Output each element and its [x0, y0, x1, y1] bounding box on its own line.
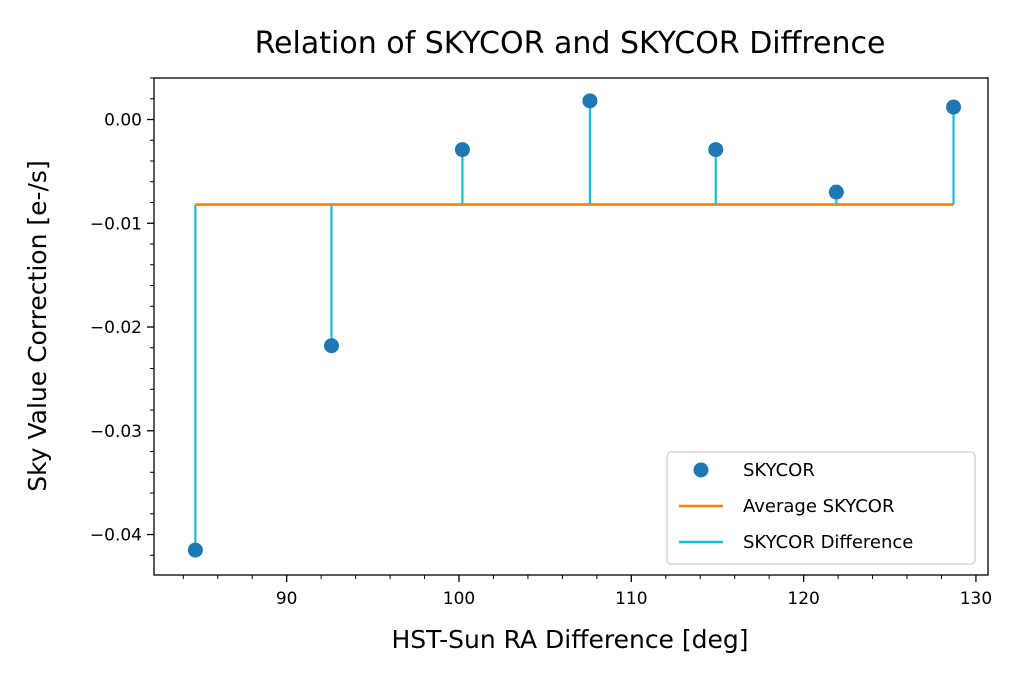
axes: 90 100 110 120 130 0.00 −0.01 −0.02 −0.03 −0.04 [90, 77, 992, 609]
x-tick-label: 90 [276, 589, 298, 609]
y-tick-label: −0.01 [90, 214, 142, 234]
skycor-point [828, 184, 844, 200]
x-axis-label: HST-Sun RA Difference [deg] [391, 625, 748, 654]
legend-box [666, 451, 976, 565]
plot-area [187, 93, 962, 558]
x-tick-label: 120 [787, 589, 819, 609]
skycor-point [187, 542, 203, 558]
y-tick-label: −0.03 [90, 422, 142, 442]
legend: SKYCOR Average SKYCOR SKYCOR Difference [666, 451, 976, 565]
legend-item-skycor-label: SKYCOR [743, 460, 815, 481]
y-tick-label: 0.00 [104, 111, 142, 131]
legend-marker-skycor [693, 462, 709, 478]
x-tick-label: 110 [615, 589, 647, 609]
skycor-point [454, 142, 470, 158]
chart-title: Relation of SKYCOR and SKYCOR Diffrence [255, 26, 886, 61]
x-tick-label: 100 [443, 589, 475, 609]
legend-item-difference-label: SKYCOR Difference [743, 532, 913, 553]
skycor-point [582, 93, 598, 109]
skycor-point [708, 142, 724, 158]
y-tick-label: −0.04 [90, 526, 142, 546]
legend-item-average-label: Average SKYCOR [743, 496, 894, 517]
skycor-point [323, 338, 339, 354]
y-tick-label: −0.02 [90, 318, 142, 338]
x-tick-label: 130 [960, 589, 992, 609]
skycor-point [946, 99, 962, 115]
y-axis-label: Sky Value Correction [e-/s] [23, 160, 52, 491]
